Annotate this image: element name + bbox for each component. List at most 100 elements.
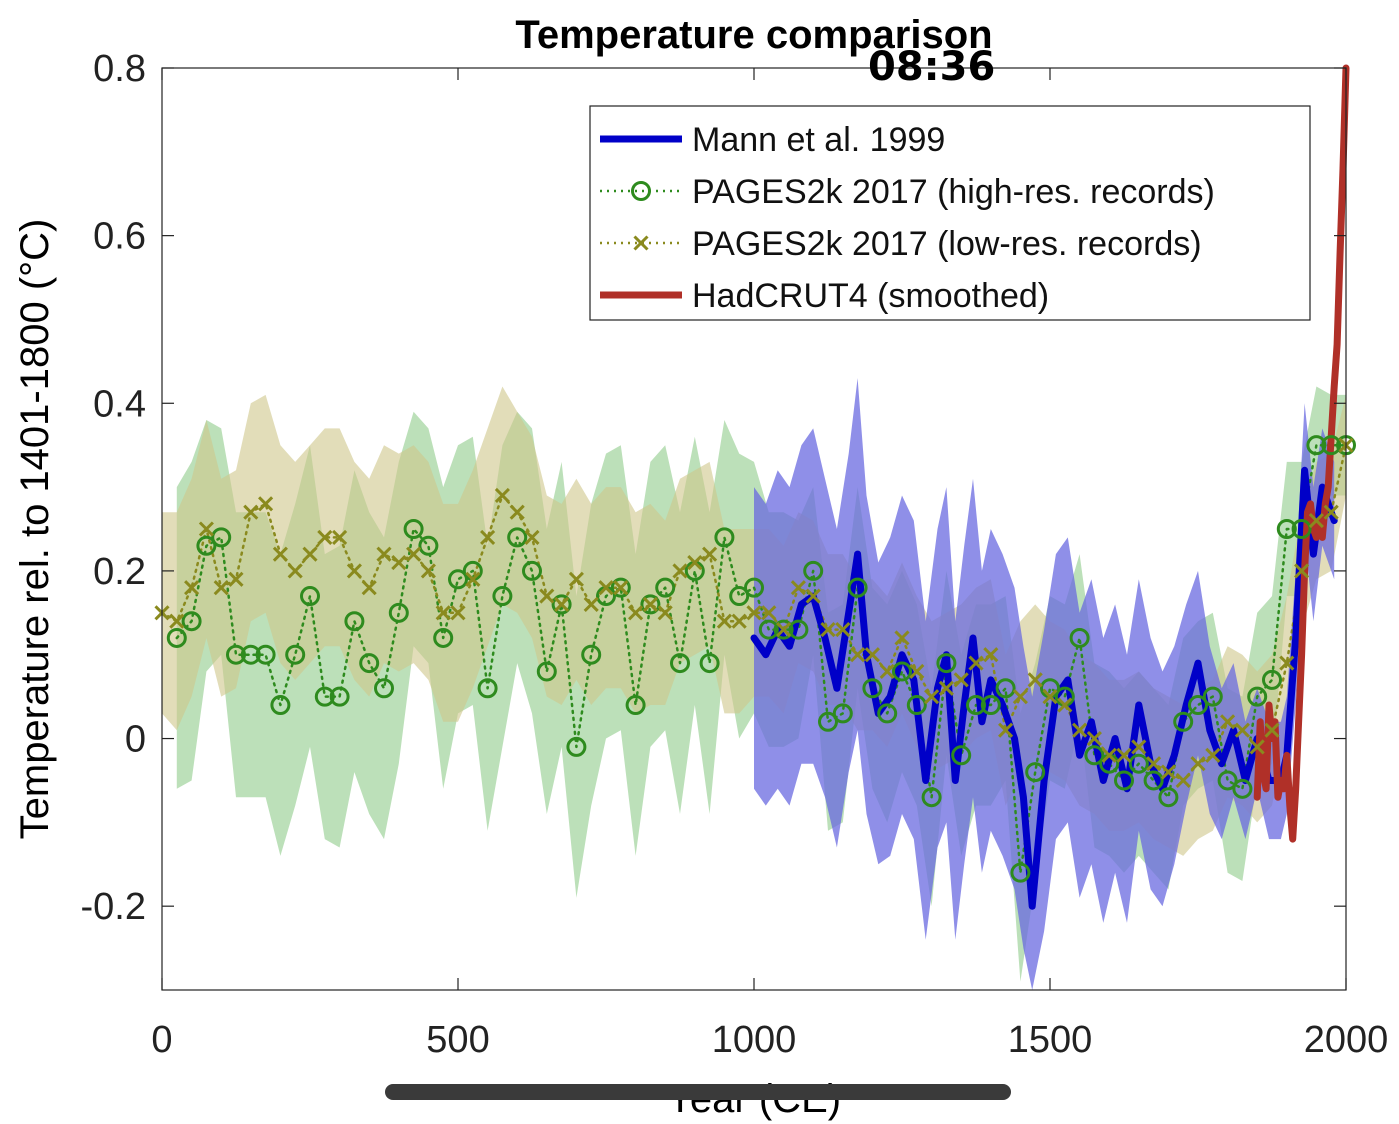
series-point xyxy=(1306,435,1327,456)
series-point xyxy=(731,613,747,629)
series-point xyxy=(450,605,466,621)
series-point xyxy=(758,619,779,640)
series-point xyxy=(864,647,880,663)
series-line-1 xyxy=(175,443,1348,874)
series-point xyxy=(448,569,468,590)
series-point xyxy=(403,519,424,539)
series-point xyxy=(980,695,1001,716)
series-point xyxy=(243,504,259,520)
series-point xyxy=(1294,563,1310,579)
series-point xyxy=(536,661,557,682)
series-point xyxy=(1188,695,1208,716)
series-point xyxy=(1010,862,1031,883)
series-point xyxy=(184,580,200,596)
series-point xyxy=(166,627,187,648)
series-point xyxy=(983,647,999,663)
series-point xyxy=(702,546,718,562)
series-point xyxy=(1308,513,1324,529)
series-point xyxy=(551,594,572,615)
series-point xyxy=(906,695,927,716)
legend-marker xyxy=(631,181,651,201)
series-point xyxy=(581,644,602,665)
y-tick-label: 0.2 xyxy=(93,551,146,593)
x-tick-label: 1000 xyxy=(712,1019,797,1061)
series-point xyxy=(894,630,910,646)
legend: Mann et al. 1999 PAGES2k 2017 (high-res. … xyxy=(589,105,1311,321)
x-tick-label: 0 xyxy=(151,1019,172,1061)
series-point xyxy=(761,605,777,621)
series-point xyxy=(477,678,498,699)
legend-entry: PAGES2k 2017 (high-res. records) xyxy=(692,173,1215,211)
series-point xyxy=(492,586,513,607)
series-point xyxy=(1291,519,1312,539)
series-point xyxy=(998,722,1014,738)
series-point xyxy=(968,655,984,671)
series-line-0 xyxy=(750,466,1338,910)
series-point xyxy=(820,622,836,638)
series-point xyxy=(790,580,806,596)
series-point xyxy=(625,695,646,716)
series-point xyxy=(317,529,333,545)
series-point xyxy=(258,496,274,512)
series-point xyxy=(374,678,394,699)
legend-entry: Mann et al. 1999 xyxy=(692,121,945,159)
series-point xyxy=(1158,787,1179,808)
series-point xyxy=(1279,655,1295,671)
y-tick-label: 0.8 xyxy=(93,48,146,90)
series-point xyxy=(1323,504,1339,520)
series-point xyxy=(287,563,303,579)
series-point xyxy=(818,711,838,732)
series-point xyxy=(729,586,750,607)
series-point xyxy=(361,580,377,596)
series-point xyxy=(598,580,614,596)
series-point xyxy=(995,678,1016,699)
series-point xyxy=(788,619,809,640)
series-point xyxy=(1175,772,1191,789)
series-point xyxy=(655,577,676,598)
series-point xyxy=(420,563,436,579)
series-point xyxy=(610,577,631,598)
series-point xyxy=(1321,435,1342,456)
series-point xyxy=(1143,770,1164,791)
series-point xyxy=(332,529,348,545)
series-point xyxy=(1128,753,1149,774)
series-point xyxy=(744,577,764,598)
series-point xyxy=(329,686,350,707)
x-tick-label: 1500 xyxy=(1008,1019,1093,1061)
series-point xyxy=(507,527,528,548)
series-point xyxy=(892,661,912,682)
series-point xyxy=(773,619,794,640)
series-point xyxy=(850,647,866,663)
series-point xyxy=(314,686,335,707)
axis-ticks: 0 500 1000 1500 2000 -0.2 0 0.2 0.4 0.6 0.8 xyxy=(81,48,1389,1061)
series-point xyxy=(522,560,542,581)
y-tick-label: 0 xyxy=(125,719,146,761)
series-point xyxy=(670,653,690,674)
series-point xyxy=(803,560,824,581)
x-tick-label: 500 xyxy=(426,1019,489,1061)
series-point xyxy=(1101,747,1117,763)
series-point xyxy=(509,504,525,520)
series-point xyxy=(359,653,380,674)
y-tick-label: 0.6 xyxy=(93,216,146,258)
series-point xyxy=(832,703,853,724)
series-point xyxy=(376,546,392,562)
legend-entry: HadCRUT4 (smoothed) xyxy=(692,277,1049,315)
series-point xyxy=(613,580,629,596)
series-point xyxy=(1262,669,1282,690)
series-point xyxy=(1069,627,1090,648)
series-point xyxy=(938,680,954,696)
series-point xyxy=(228,571,244,587)
uncertainty-bands xyxy=(162,378,1346,991)
series-point xyxy=(862,678,883,699)
series-point xyxy=(568,571,584,587)
series-point xyxy=(539,588,555,604)
series-point xyxy=(198,521,214,537)
series-point xyxy=(1202,686,1223,707)
series-point xyxy=(1146,756,1162,772)
series-point xyxy=(951,745,972,766)
home-indicator[interactable] xyxy=(385,1084,1011,1100)
series-point xyxy=(1160,764,1176,780)
y-tick-label: -0.2 xyxy=(81,886,146,928)
